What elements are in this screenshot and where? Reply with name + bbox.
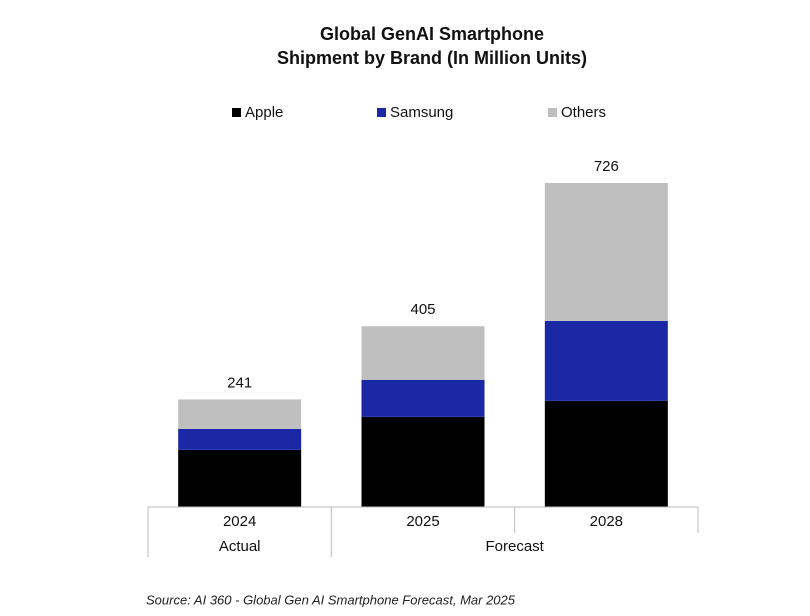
bar-segment xyxy=(361,379,485,417)
legend-label: Samsung xyxy=(390,104,453,121)
group-label: Forecast xyxy=(485,538,544,555)
total-label: 405 xyxy=(410,301,435,318)
bar-segment xyxy=(178,449,302,507)
legend-label: Others xyxy=(561,104,606,121)
x-tick-label: 2024 xyxy=(223,513,256,530)
group-label: Actual xyxy=(219,538,261,555)
chart-title: Shipment by Brand (In Million Units) xyxy=(277,48,587,68)
chart-title: Global GenAI Smartphone xyxy=(320,24,544,44)
bar-segment xyxy=(544,183,668,321)
bar-segment xyxy=(178,399,302,429)
total-label: 726 xyxy=(594,158,619,175)
legend-swatch xyxy=(232,108,241,117)
total-label: 241 xyxy=(227,374,252,391)
legend-swatch xyxy=(377,108,386,117)
x-tick-label: 2025 xyxy=(406,513,439,530)
source-note: Source: AI 360 - Global Gen AI Smartphon… xyxy=(146,592,516,607)
legend-label: Apple xyxy=(245,104,283,121)
bar-segment xyxy=(178,428,302,450)
bar-segment xyxy=(544,400,668,507)
bar-segment xyxy=(544,320,668,401)
legend-swatch xyxy=(548,108,557,117)
bar-segment xyxy=(361,326,485,380)
x-tick-label: 2028 xyxy=(590,513,623,530)
bar-segment xyxy=(361,416,485,507)
